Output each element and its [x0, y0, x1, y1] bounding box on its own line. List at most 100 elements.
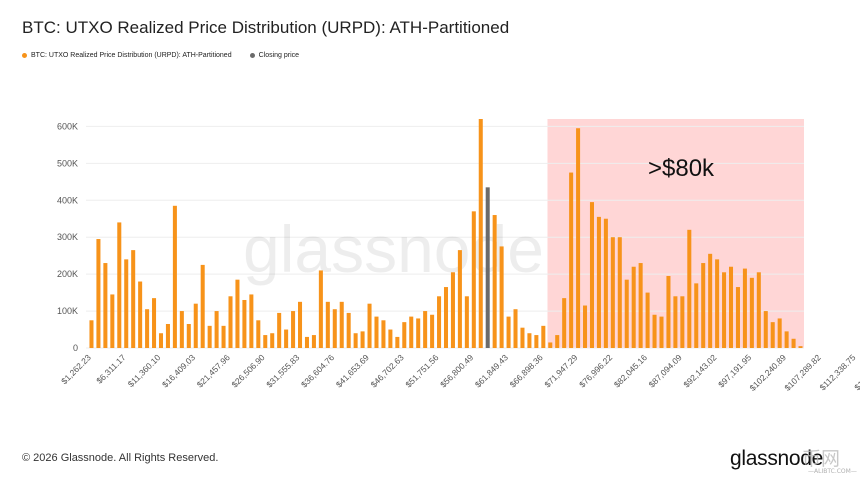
urpd-bar — [437, 296, 442, 348]
urpd-bar — [777, 318, 782, 348]
urpd-bar — [562, 298, 567, 348]
urpd-bar — [624, 279, 629, 348]
legend-item-urpd[interactable]: BTC: UTXO Realized Price Distribution (U… — [22, 52, 232, 59]
urpd-bar — [388, 329, 393, 348]
x-tick-label: $26,506.90 — [230, 352, 267, 389]
x-tick-label: $107,289.82 — [782, 352, 823, 393]
urpd-bar — [555, 335, 560, 348]
closing-price-bar — [485, 187, 490, 348]
urpd-bar — [617, 237, 622, 348]
corner-watermark-url: —ALIBTC.COM— — [808, 468, 857, 475]
urpd-bar — [569, 172, 574, 348]
urpd-bar — [756, 272, 761, 348]
x-tick-label: $76,996.22 — [577, 352, 614, 389]
urpd-bar — [478, 119, 483, 348]
x-tick-label: $36,604.76 — [299, 352, 336, 389]
urpd-bar — [708, 253, 713, 348]
x-tick-label: $1,262.23 — [59, 352, 93, 386]
urpd-bar — [471, 211, 476, 348]
urpd-bar — [784, 331, 789, 348]
urpd-bar — [277, 312, 282, 348]
urpd-bar — [381, 320, 386, 348]
urpd-bar — [728, 266, 734, 348]
urpd-bar — [256, 320, 261, 348]
urpd-bar — [298, 301, 303, 348]
urpd-bar — [576, 128, 581, 348]
urpd-bar — [416, 318, 421, 348]
urpd-bar — [172, 205, 177, 348]
legend: BTC: UTXO Realized Price Distribution (U… — [22, 52, 299, 59]
urpd-bar — [124, 259, 129, 348]
x-tick-label: $82,045.16 — [612, 352, 649, 389]
urpd-bar — [270, 333, 275, 348]
y-tick-label: 600K — [57, 121, 78, 131]
legend-label-closing-price: Closing price — [258, 52, 300, 59]
y-tick-label: 300K — [57, 232, 78, 242]
x-tick-label: $66,898.36 — [508, 352, 545, 389]
urpd-bar — [645, 292, 650, 348]
urpd-bar — [193, 303, 198, 348]
glassnode-logo: glassnode — [730, 447, 824, 470]
urpd-bar — [443, 287, 449, 348]
urpd-bar — [770, 322, 775, 348]
urpd-bar — [694, 283, 699, 348]
urpd-bar — [228, 296, 233, 348]
urpd-bar — [360, 331, 365, 348]
urpd-bar — [603, 218, 608, 348]
y-tick-label: 200K — [57, 269, 78, 279]
urpd-bar — [325, 301, 330, 348]
urpd-bar — [165, 323, 170, 348]
legend-item-closing-price[interactable]: Closing price — [249, 52, 300, 59]
urpd-bar — [464, 296, 469, 348]
urpd-bar — [673, 296, 678, 348]
x-tick-label: $11,360.10 — [126, 352, 163, 389]
urpd-bar — [374, 316, 379, 348]
urpd-bar — [158, 333, 164, 348]
legend-swatch-orange-icon — [22, 53, 27, 58]
urpd-bar — [652, 314, 657, 348]
x-tick-label: $56,800.49 — [438, 352, 475, 389]
urpd-bar — [631, 266, 636, 348]
urpd-bar — [395, 336, 400, 348]
urpd-bar — [589, 202, 594, 348]
urpd-bar — [304, 336, 309, 348]
urpd-bar — [200, 264, 205, 348]
urpd-bar — [742, 268, 747, 348]
urpd-bar — [541, 325, 546, 348]
urpd-bar — [680, 296, 685, 348]
x-tick-label: $61,849.43 — [473, 352, 510, 389]
urpd-bar — [207, 325, 212, 348]
urpd-bar — [339, 301, 344, 348]
x-tick-label: $6,311.17 — [94, 352, 128, 386]
x-tick-label: $31,555.83 — [264, 352, 301, 389]
region-annotation-label: >$80k — [648, 155, 715, 182]
urpd-bar — [499, 246, 504, 348]
y-tick-label: 400K — [57, 195, 78, 205]
x-tick-label: $21,457.96 — [195, 352, 232, 389]
urpd-bar — [534, 335, 539, 348]
urpd-bar — [701, 263, 706, 348]
copyright-footer: © 2026 Glassnode. All Rights Reserved. — [22, 452, 219, 464]
urpd-bar — [715, 259, 720, 348]
urpd-bar — [638, 263, 643, 348]
x-tick-label: $112,338.75 — [817, 352, 857, 392]
urpd-bar — [520, 327, 525, 348]
urpd-bar — [263, 335, 268, 348]
urpd-bar — [666, 275, 671, 348]
urpd-bar — [332, 309, 337, 348]
urpd-bar — [492, 215, 497, 348]
urpd-bar — [179, 311, 184, 348]
urpd-bar — [423, 311, 428, 348]
x-tick-label: $16,409.03 — [160, 352, 197, 389]
urpd-bar — [235, 279, 240, 348]
urpd-bar — [284, 329, 289, 348]
urpd-bar — [722, 272, 727, 348]
urpd-bar — [152, 298, 157, 348]
urpd-bar — [346, 312, 351, 348]
urpd-bar — [791, 338, 796, 348]
urpd-bar — [430, 314, 435, 348]
urpd-bar — [513, 309, 518, 348]
urpd-bar — [409, 316, 414, 348]
urpd-bar — [249, 294, 254, 348]
